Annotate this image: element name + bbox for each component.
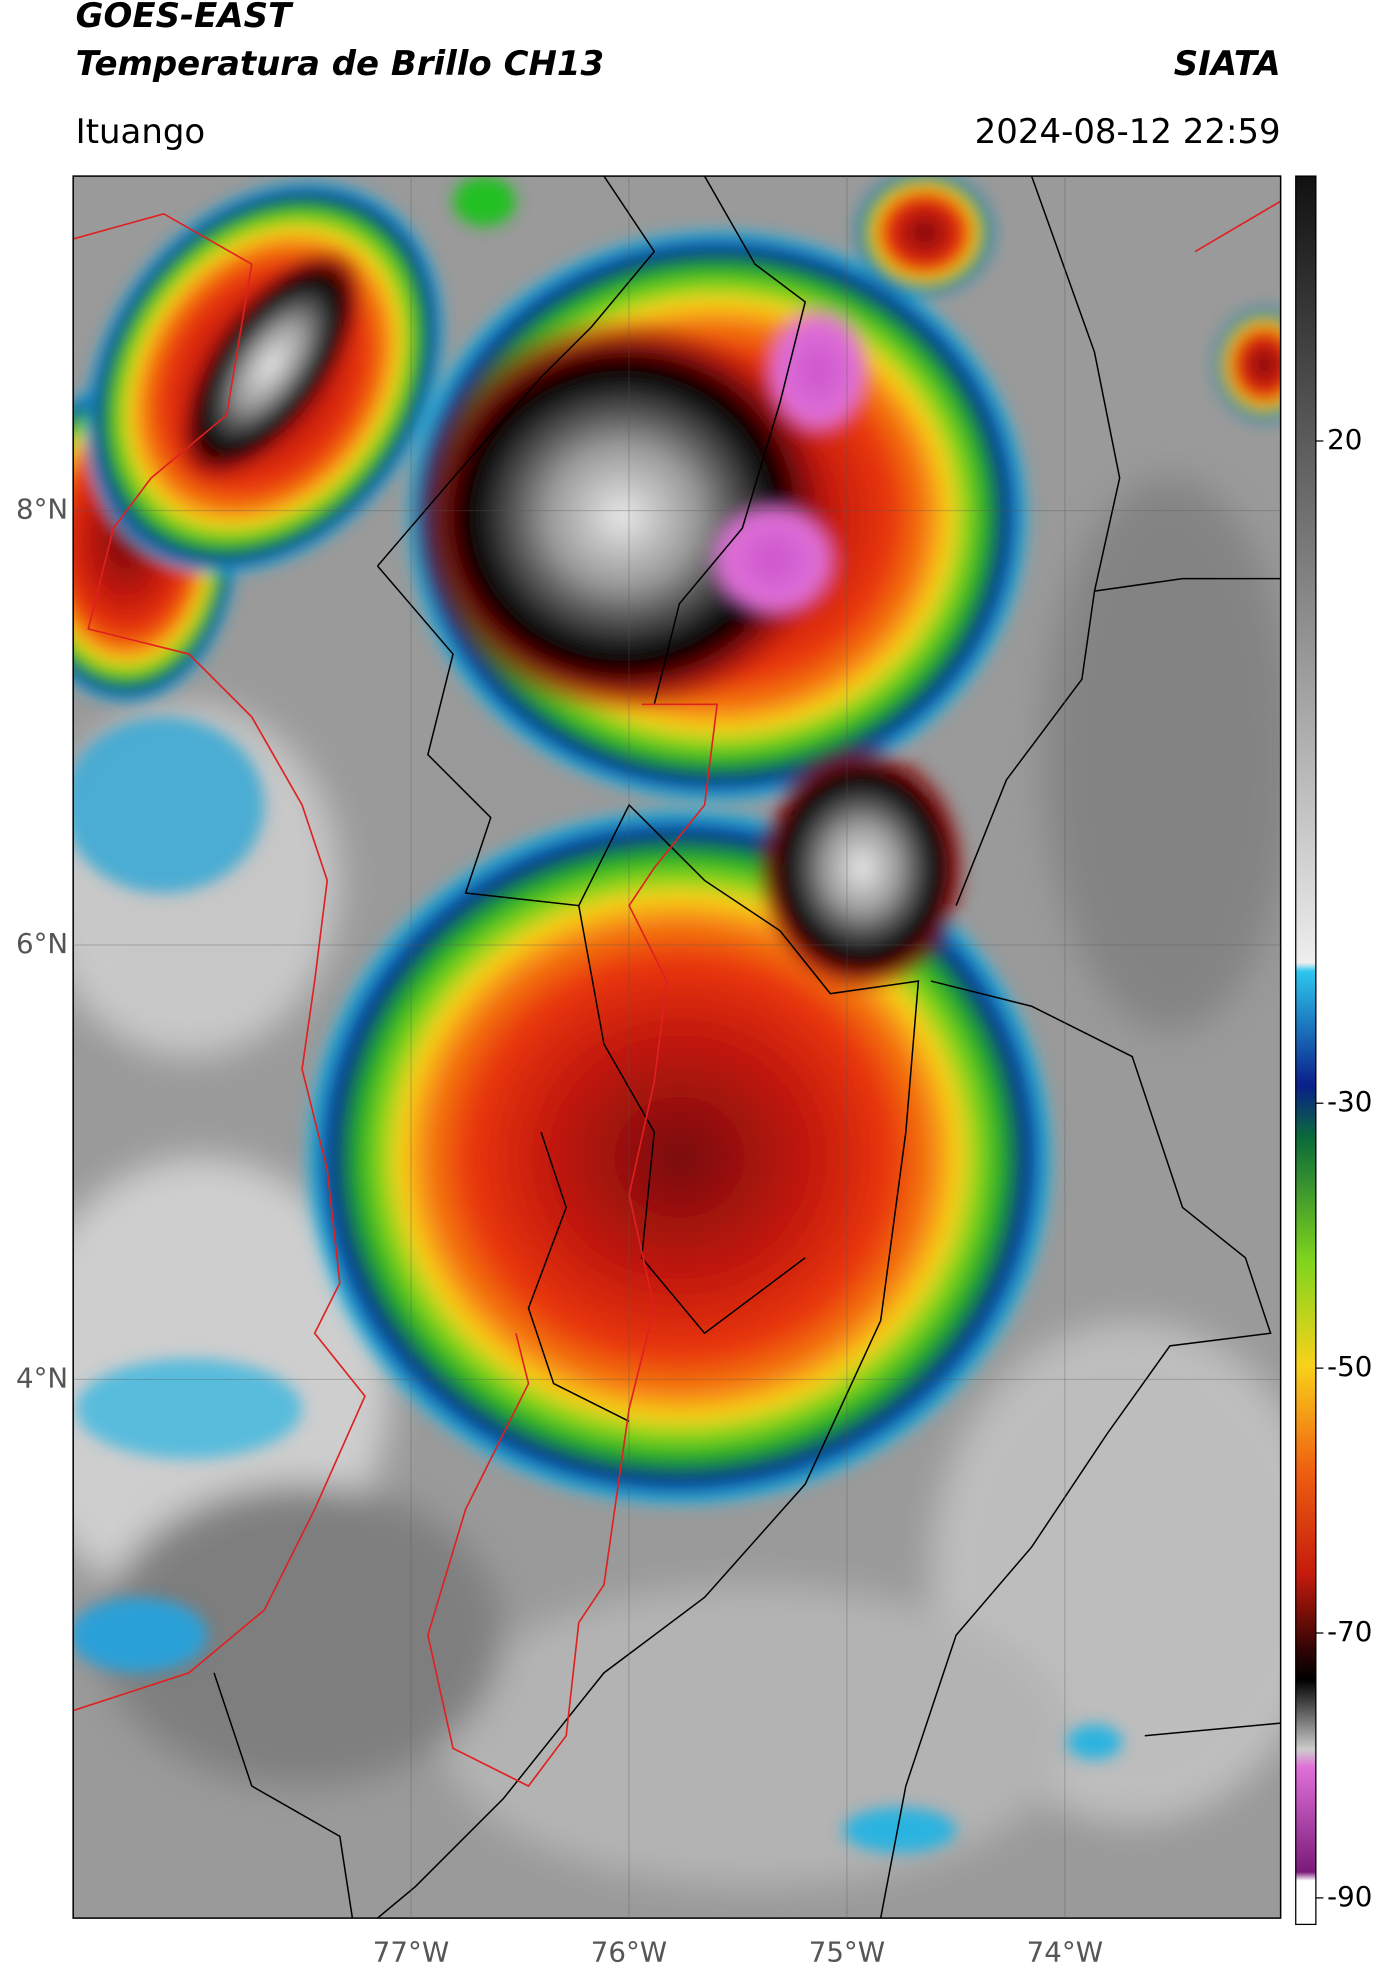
- x-tick-label: 74°W: [1027, 1935, 1103, 1968]
- subtitle: Temperatura de Brillo CH13: [76, 44, 604, 84]
- organization: SIATA: [1174, 44, 1281, 84]
- colorbar-tick-label: -30: [1327, 1085, 1372, 1118]
- borders: [213, 176, 1281, 1919]
- red-borders: [73, 200, 1281, 1788]
- x-tick-label: 75°W: [809, 1935, 885, 1968]
- y-tick-label: 4°N: [16, 1361, 68, 1394]
- y-tick-label: 6°N: [16, 927, 68, 960]
- location: Ituango: [76, 112, 206, 152]
- colorbar-tick-label: 20: [1327, 423, 1362, 456]
- colorbar-tick-label: -90: [1327, 1880, 1372, 1913]
- datetime: 2024-08-12 22:59: [975, 112, 1281, 152]
- x-tick-label: 77°W: [373, 1935, 449, 1968]
- map-frame: [72, 175, 1282, 1919]
- x-tick-label: 76°W: [591, 1935, 667, 1968]
- y-tick-label: 8°N: [16, 493, 68, 526]
- satellite-image: [73, 176, 1281, 1919]
- colorbar: [1295, 175, 1317, 1926]
- colorbar-tick-label: -70: [1327, 1615, 1372, 1648]
- colorbar-tick-label: -50: [1327, 1350, 1372, 1383]
- title: GOES-EAST: [76, 0, 294, 36]
